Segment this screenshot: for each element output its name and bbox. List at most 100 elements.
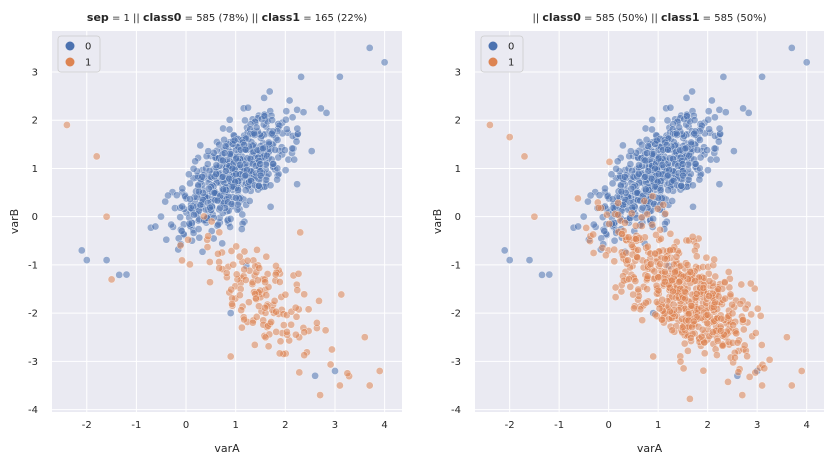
point-class-0 [220,149,229,157]
point-class-1 [235,252,244,261]
point-class-1 [184,235,192,244]
point-class-1 [206,278,214,287]
point-class-0 [584,197,592,206]
point-class-0 [684,175,693,184]
point-class-1 [215,264,224,272]
point-class-1 [743,352,751,361]
point-class-1 [699,284,708,292]
point-class-0 [225,174,233,183]
point-class-1 [605,158,614,166]
point-class-1 [633,253,642,262]
point-class-0 [664,186,673,195]
point-class-0 [666,103,675,112]
legend: 01 [57,35,101,73]
point-class-0 [285,96,294,105]
legend-marker-1 [65,57,75,67]
point-class-0 [288,113,297,122]
y-tick-label: -1 [451,260,461,271]
y-tick-label: 0 [455,212,461,223]
point-class-1 [671,268,679,277]
point-class-1 [92,152,101,161]
point-class-0 [157,212,165,221]
title-key: class0 [542,11,581,24]
point-class-0 [216,203,225,212]
point-class-1 [797,367,806,375]
point-class-0 [172,191,181,200]
point-class-0 [744,109,753,117]
point-class-1 [610,245,619,254]
y-tick-label: -4 [28,405,38,416]
point-class-0 [282,107,291,116]
point-class-0 [525,256,534,264]
x-tick-label: 2 [704,420,710,431]
point-class-1 [711,272,720,281]
point-class-1 [336,381,344,390]
point-class-1 [253,246,261,254]
point-class-0 [682,94,691,102]
x-tick-label: 3 [754,420,760,431]
point-class-1 [737,280,746,289]
point-class-0 [266,202,275,211]
x-tick-label: -2 [82,420,92,431]
point-class-1 [731,353,739,362]
point-class-0 [683,112,691,121]
point-class-0 [635,161,643,170]
point-class-1 [724,268,733,276]
point-class-1 [304,305,313,314]
points [63,44,389,399]
x-tick-label: 1 [655,420,661,431]
point-class-1 [214,249,222,258]
point-class-1 [753,304,762,313]
point-class-0 [196,141,205,150]
point-class-0 [102,256,111,264]
point-class-0 [656,186,665,194]
point-class-1 [267,318,276,326]
point-class-1 [178,256,186,265]
point-class-0 [654,154,663,163]
point-class-0 [219,185,228,194]
point-class-0 [679,171,687,180]
point-class-0 [612,164,621,173]
point-class-0 [719,73,728,81]
legend: 01 [480,35,524,73]
point-class-0 [703,146,711,155]
point-class-1 [666,229,675,238]
point-class-0 [579,212,588,221]
point-class-1 [272,307,280,316]
point-class-1 [293,286,302,294]
point-class-0 [198,172,207,181]
point-class-1 [227,285,236,294]
point-class-0 [226,215,235,223]
point-class-1 [732,329,741,338]
y-tick-label: -3 [451,357,461,368]
point-class-1 [594,203,603,212]
point-class-0 [714,137,723,146]
point-class-0 [292,137,301,146]
point-class-0 [600,227,609,235]
point-class-0 [715,124,724,133]
point-class-1 [726,290,735,299]
point-class-0 [236,161,244,169]
point-class-0 [668,197,677,205]
point-class-1 [252,294,260,303]
point-class-1 [698,325,707,334]
x-axis-label: varA [637,442,663,455]
point-class-0 [195,233,204,242]
point-class-1 [705,292,713,300]
point-class-0 [194,225,203,233]
point-class-1 [678,323,687,332]
point-class-0 [256,160,265,168]
point-class-0 [189,164,198,173]
point-class-0 [708,96,716,105]
point-class-0 [620,172,629,181]
point-class-0 [758,72,766,81]
legend-label-1: 1 [508,58,514,69]
point-class-0 [264,138,273,147]
point-class-0 [269,160,277,168]
point-class-1 [672,252,681,261]
point-class-1 [746,279,755,288]
point-class-1 [245,298,253,307]
point-class-1 [648,192,657,201]
point-class-1 [668,326,676,335]
point-class-1 [622,249,631,257]
